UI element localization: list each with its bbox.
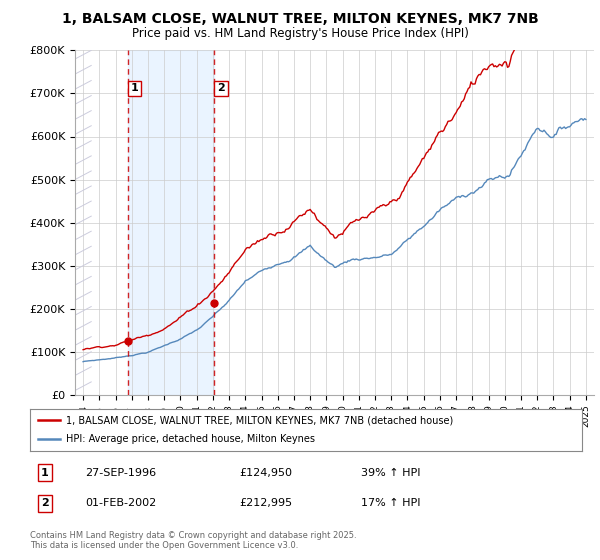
Text: 1: 1 [41,468,49,478]
Text: 01-FEB-2002: 01-FEB-2002 [85,498,157,508]
Text: HPI: Average price, detached house, Milton Keynes: HPI: Average price, detached house, Milt… [66,435,315,445]
Text: 17% ↑ HPI: 17% ↑ HPI [361,498,421,508]
Text: 2: 2 [217,83,225,94]
Text: 1: 1 [131,83,139,94]
Text: £124,950: £124,950 [240,468,293,478]
Text: 27-SEP-1996: 27-SEP-1996 [85,468,157,478]
Text: 2: 2 [41,498,49,508]
Text: 1, BALSAM CLOSE, WALNUT TREE, MILTON KEYNES, MK7 7NB (detached house): 1, BALSAM CLOSE, WALNUT TREE, MILTON KEY… [66,415,453,425]
Text: 1, BALSAM CLOSE, WALNUT TREE, MILTON KEYNES, MK7 7NB: 1, BALSAM CLOSE, WALNUT TREE, MILTON KEY… [62,12,538,26]
Text: £212,995: £212,995 [240,498,293,508]
Text: 39% ↑ HPI: 39% ↑ HPI [361,468,421,478]
Bar [128,50,214,395]
Text: Contains HM Land Registry data © Crown copyright and database right 2025.
This d: Contains HM Land Registry data © Crown c… [30,531,356,550]
Text: Price paid vs. HM Land Registry's House Price Index (HPI): Price paid vs. HM Land Registry's House … [131,27,469,40]
